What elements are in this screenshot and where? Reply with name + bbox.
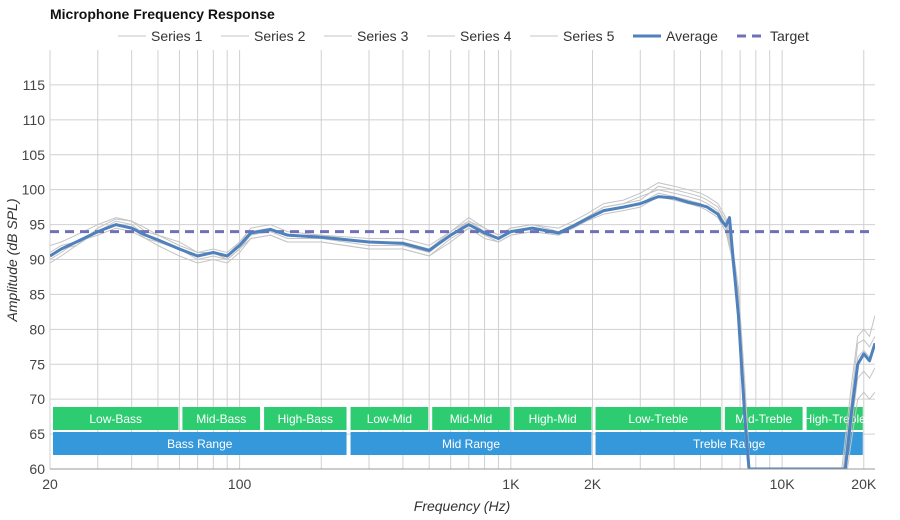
x-tick-label: 100 xyxy=(228,476,252,492)
y-tick-label: 90 xyxy=(29,252,45,268)
subband-rect xyxy=(264,407,347,430)
legend-label: Target xyxy=(770,28,809,44)
plot-area xyxy=(50,182,875,469)
subband-label: Low-Mid xyxy=(367,412,412,426)
x-tick-label: 10K xyxy=(770,476,796,492)
grid xyxy=(49,50,875,470)
y-tick-label: 95 xyxy=(29,217,45,233)
y-tick-label: 100 xyxy=(22,182,46,198)
legend-label: Series 5 xyxy=(563,28,615,44)
subband-label: High-Bass xyxy=(278,412,333,426)
legend-label: Average xyxy=(666,28,718,44)
subband-label: High-Treble xyxy=(804,412,867,426)
y-tick-label: 115 xyxy=(23,77,46,93)
y-tick-label: 75 xyxy=(29,356,45,372)
subband-label: Low-Treble xyxy=(628,412,688,426)
y-tick-label: 65 xyxy=(29,426,45,442)
x-tick-label: 20K xyxy=(851,476,877,492)
legend-label: Series 2 xyxy=(254,28,306,44)
subband-label: Mid-Treble xyxy=(735,412,792,426)
y-tick-label: 70 xyxy=(29,391,45,407)
subband-rect xyxy=(350,407,429,430)
range-label: Mid Range xyxy=(442,437,500,451)
subband-label: Low-Bass xyxy=(89,412,142,426)
subband-label: High-Mid xyxy=(529,412,577,426)
range-label: Treble Range xyxy=(693,437,766,451)
subband-rect xyxy=(432,407,510,430)
range-rect xyxy=(595,432,863,455)
subband-rect xyxy=(53,407,179,430)
subband-rect xyxy=(182,407,261,430)
x-tick-label: 2K xyxy=(584,476,602,492)
range-label: Bass Range xyxy=(167,437,233,451)
axes: 60 65 70 75 80 85 90 95 100 105 110 115 20 100 1K 2K 10K… xyxy=(22,77,877,492)
subband-rect xyxy=(513,407,592,430)
y-tick-label: 60 xyxy=(29,461,45,477)
x-tick-label: 1K xyxy=(502,476,520,492)
average-line xyxy=(50,195,875,469)
legend: Series 1 Series 2 Series 3 Series 4 Series 5… xyxy=(118,28,809,44)
frequency-bands: Low-Bass Mid-Bass High-Bass Low-Mid Mid-Mid H… xyxy=(53,407,866,455)
legend-label: Series 1 xyxy=(151,28,203,44)
y-tick-label: 110 xyxy=(23,112,46,128)
y-tick-label: 85 xyxy=(29,286,45,302)
subband-label: Mid-Bass xyxy=(196,412,246,426)
legend-label: Series 4 xyxy=(460,28,512,44)
y-tick-label: 80 xyxy=(29,321,45,337)
range-rect xyxy=(53,432,347,455)
subband-label: Mid-Mid xyxy=(450,412,493,426)
chart-title: Microphone Frequency Response xyxy=(50,6,275,22)
range-rect xyxy=(350,432,592,455)
subband-rect xyxy=(595,407,721,430)
legend-label: Series 3 xyxy=(357,28,409,44)
y-tick-label: 105 xyxy=(22,147,46,163)
x-axis-label: Frequency (Hz) xyxy=(414,498,510,514)
x-tick-label: 20 xyxy=(42,476,58,492)
y-axis-label: Amplitude (dB SPL) xyxy=(4,199,20,323)
